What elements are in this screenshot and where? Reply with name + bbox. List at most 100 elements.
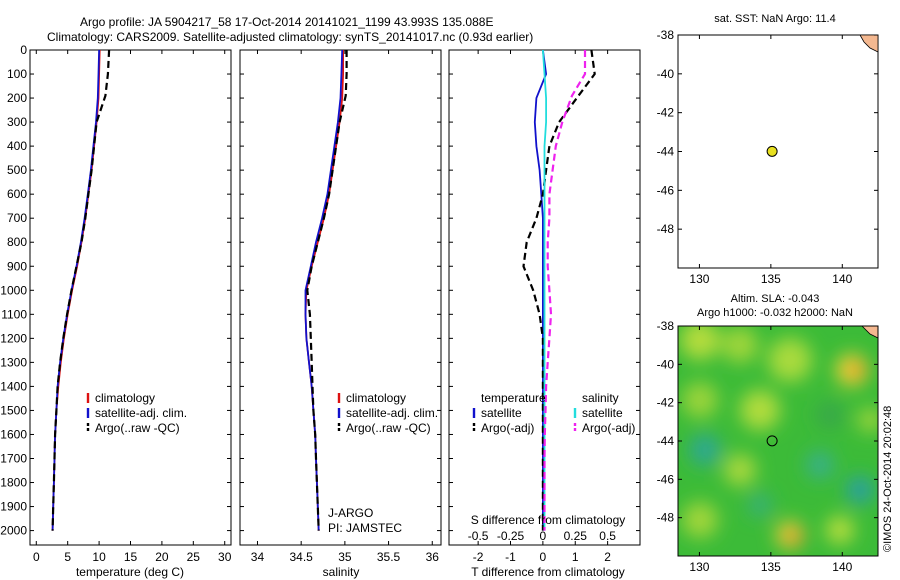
sla-map-subtitle: Argo h1000: -0.032 h2000: NaN <box>697 307 853 319</box>
series-line-satellite-adj-clim <box>51 50 100 531</box>
temperature-axes-frame <box>29 49 232 546</box>
x-tick-label: -1 <box>505 550 516 564</box>
s-tick-label: -0.5 <box>468 529 489 543</box>
map-y-tick-label: -48 <box>657 222 675 236</box>
s-tick-label: 0.25 <box>564 529 588 543</box>
legend-header-temperature: temperature <box>481 391 546 405</box>
x-tick-label: 15 <box>124 550 138 564</box>
series-line-satellite-adj-clim <box>304 50 344 531</box>
salinity-depth-ticks <box>240 49 441 532</box>
depth-tick-label: 400 <box>7 139 27 153</box>
map-y-tick-label: -46 <box>657 183 675 197</box>
temperature-series <box>51 50 111 531</box>
depth-tick-label: 1100 <box>1 307 27 321</box>
difference-depth-ticks <box>449 49 640 532</box>
depth-tick-label: 1400 <box>0 379 27 393</box>
map-y-tick-label: -44 <box>657 434 675 448</box>
legend-label: satellite <box>582 406 623 420</box>
x-tick-label: 35 <box>338 550 352 564</box>
sst-map-points <box>766 145 778 157</box>
depth-tick-label: 0 <box>20 43 27 57</box>
difference-axes-frame <box>448 49 641 546</box>
legend-label: satellite-adj. clim. <box>95 406 187 420</box>
t-difference-xlabel: T difference from climatology <box>471 565 625 579</box>
depth-tick-label: 100 <box>7 67 27 81</box>
map-x-tick-label: 140 <box>832 560 852 574</box>
series-line-argo-raw-qc <box>306 50 348 531</box>
legend-label: climatology <box>95 391 155 405</box>
sla-map-panel: Altim. SLA: -0.043 Argo h1000: -0.032 h2… <box>657 293 879 574</box>
salinity-axis: 34 34.5 35 35.5 36 <box>251 50 439 564</box>
difference-panel: -2 -1 0 1 2 S difference from climatology -0… <box>448 49 641 579</box>
sst-map-frame <box>677 34 879 269</box>
x-tick-label: 2 <box>604 550 611 564</box>
salinity-axes-frame <box>239 49 442 546</box>
sst-map-title: sat. SST: NaN Argo: 11.4 <box>714 13 835 25</box>
x-tick-label: 34.5 <box>289 550 313 564</box>
depth-tick-label: 1900 <box>0 500 27 514</box>
imos-footer: ©IMOS 24-Oct-2014 20:02:48 <box>882 406 894 552</box>
map-y-tick-label: -40 <box>657 357 675 371</box>
difference-axis: -2 -1 0 1 2 <box>473 50 611 564</box>
depth-tick-label: 900 <box>7 259 27 273</box>
series-line-argo-adj <box>543 50 587 531</box>
map-y-tick-label: -40 <box>657 67 675 81</box>
s-tick-label: 0 <box>540 529 547 543</box>
temperature-panel: 0100200300400500600700800900100011001200… <box>0 43 231 579</box>
depth-tick-label: 1600 <box>0 427 27 441</box>
legend-label: climatology <box>346 391 406 405</box>
map-y-tick-label: -46 <box>657 472 675 486</box>
x-tick-label: 20 <box>155 550 169 564</box>
map-y-tick-label: -38 <box>657 28 675 42</box>
salinity-series <box>304 50 348 531</box>
map-y-tick-label: -48 <box>657 511 675 525</box>
x-tick-label: 30 <box>218 550 232 564</box>
map-y-tick-label: -42 <box>657 106 675 120</box>
s-difference-ticks: -0.5 -0.25 0 0.25 0.5 <box>468 529 616 543</box>
x-tick-label: 35.5 <box>377 550 401 564</box>
s-tick-label: 0.5 <box>599 529 616 543</box>
series-line-argo-adj <box>522 50 596 531</box>
x-tick-label: 0 <box>33 550 40 564</box>
map-x-tick-label: 130 <box>689 560 709 574</box>
map-x-tick-label: 135 <box>761 272 781 286</box>
x-tick-label: 10 <box>92 550 106 564</box>
depth-tick-label: 1500 <box>0 403 27 417</box>
annotation-pi: PI: JAMSTEC <box>328 521 402 535</box>
legend-label: Argo(-adj) <box>582 421 635 435</box>
depth-tick-label: 500 <box>7 163 27 177</box>
x-tick-label: 1 <box>572 550 579 564</box>
depth-tick-label: 1700 <box>0 451 27 465</box>
s-tick-label: -0.25 <box>497 529 525 543</box>
x-tick-label: 25 <box>187 550 201 564</box>
depth-tick-label: 1200 <box>0 331 27 345</box>
map-x-tick-label: 140 <box>832 272 852 286</box>
temperature-axis: 0 5 10 15 20 25 30 <box>33 50 232 564</box>
map-y-tick-label: -44 <box>657 145 675 159</box>
x-tick-label: 5 <box>64 550 71 564</box>
legend-label: Argo(..raw -QC) <box>95 421 180 435</box>
figure-title: Argo profile: JA 5904217_58 17-Oct-2014 … <box>80 15 493 29</box>
depth-tick-label: 1300 <box>0 355 27 369</box>
sla-map-points <box>766 435 778 447</box>
legend-header-salinity: salinity <box>582 391 619 405</box>
salinity-xlabel: salinity <box>323 565 360 579</box>
x-tick-label: -2 <box>473 550 484 564</box>
depth-tick-label: 600 <box>7 187 27 201</box>
figure-subtitle: Climatology: CARS2009. Satellite-adjuste… <box>47 30 533 44</box>
map-y-tick-label: -38 <box>657 319 675 333</box>
s-difference-label: S difference from climatology <box>471 513 626 527</box>
argo-position-marker <box>766 145 778 157</box>
legend-label: satellite <box>481 406 522 420</box>
temperature-xlabel: temperature (deg C) <box>76 565 184 579</box>
legend-label: Argo(..raw -QC) <box>346 421 431 435</box>
x-tick-label: 34 <box>251 550 265 564</box>
map-y-tick-label: -42 <box>657 396 675 410</box>
sla-map-axes: 130 135 140 -38 -40 -42 -44 -46 -48 <box>657 319 878 574</box>
depth-tick-label: 2000 <box>0 524 27 538</box>
difference-legend: temperature salinitysatelliteArgo(-adj)sa… <box>472 391 635 435</box>
series-line-climatology <box>51 50 101 531</box>
x-tick-label: 36 <box>426 550 440 564</box>
difference-series <box>522 50 596 531</box>
